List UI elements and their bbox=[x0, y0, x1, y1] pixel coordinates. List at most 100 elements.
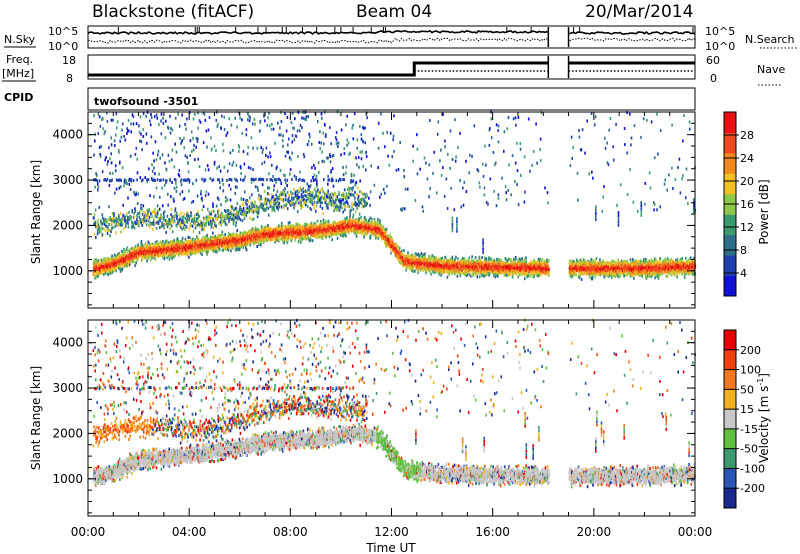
rti-cell bbox=[97, 223, 100, 227]
rti-cell bbox=[94, 262, 97, 266]
rti-cell bbox=[241, 219, 244, 223]
rti-cell bbox=[201, 177, 203, 181]
rti-cell bbox=[169, 114, 171, 118]
rti-cell bbox=[113, 214, 115, 218]
rti-cell bbox=[204, 244, 206, 248]
rti-cell bbox=[182, 226, 185, 230]
rti-cell bbox=[161, 216, 163, 220]
rti-cell bbox=[111, 260, 113, 264]
rti-cell bbox=[171, 230, 174, 234]
rti-cell bbox=[291, 151, 294, 155]
rti-cell bbox=[219, 220, 222, 224]
rti-cell bbox=[125, 259, 128, 262]
rti-cell bbox=[204, 118, 207, 122]
rti-cell bbox=[182, 215, 185, 219]
rti-cell bbox=[143, 251, 146, 255]
rti-cell bbox=[115, 223, 118, 227]
rti-cell bbox=[182, 246, 185, 250]
rti-cell bbox=[133, 215, 136, 219]
rti-cell bbox=[103, 268, 105, 271]
rti-cell bbox=[315, 174, 318, 178]
rti-cell bbox=[214, 217, 217, 221]
rti-cell bbox=[130, 178, 133, 182]
rti-cell bbox=[128, 182, 131, 186]
rti-cell bbox=[204, 240, 206, 244]
rti-cell bbox=[195, 145, 197, 149]
rti-cell bbox=[271, 179, 274, 183]
rti-cell bbox=[92, 261, 95, 265]
rti-cell bbox=[138, 224, 140, 228]
rti-cell bbox=[153, 253, 155, 257]
rti-cell bbox=[185, 243, 187, 247]
rti-cell bbox=[282, 198, 285, 202]
rti-cell bbox=[154, 214, 156, 218]
rti-cell bbox=[272, 230, 275, 234]
rti-cell bbox=[285, 194, 287, 198]
rti-cell bbox=[105, 224, 107, 228]
rti-cell bbox=[108, 205, 110, 209]
rti-cell bbox=[111, 212, 114, 216]
rti-cell bbox=[112, 270, 114, 274]
rti-cell bbox=[159, 195, 161, 199]
rti-cell bbox=[177, 218, 179, 222]
rti-cell bbox=[158, 218, 160, 221]
rti-cell bbox=[153, 246, 156, 250]
rti-cell bbox=[215, 240, 218, 243]
rti-cell bbox=[300, 238, 302, 242]
rti-cell bbox=[286, 184, 288, 188]
rti-cell bbox=[176, 216, 178, 220]
rti-cell bbox=[356, 192, 358, 196]
rti-cell bbox=[188, 241, 190, 245]
rti-cell bbox=[198, 240, 201, 244]
rti-cell bbox=[221, 216, 224, 220]
rti-cell bbox=[221, 233, 224, 236]
rti-cell bbox=[96, 224, 98, 228]
rti-cell bbox=[226, 244, 229, 248]
rti-cell bbox=[145, 219, 148, 223]
rti-cell bbox=[158, 123, 160, 127]
beam-title: Beam 04 bbox=[356, 2, 432, 22]
rti-cell bbox=[323, 142, 325, 146]
rti-cell bbox=[163, 226, 165, 230]
rti-cell bbox=[212, 240, 214, 243]
rti-cell bbox=[115, 263, 117, 267]
rti-cell bbox=[265, 146, 268, 150]
rti-cell bbox=[105, 264, 107, 268]
rti-cell bbox=[273, 184, 276, 188]
rti-cell bbox=[162, 255, 164, 259]
rti-cell bbox=[111, 254, 113, 258]
rti-cell bbox=[104, 228, 107, 232]
rti-cell bbox=[184, 250, 187, 254]
rti-cell bbox=[233, 241, 236, 245]
rti-cell bbox=[275, 193, 277, 197]
rti-cell bbox=[212, 209, 215, 213]
rti-cell bbox=[108, 218, 111, 222]
rti-cell bbox=[120, 135, 123, 139]
rti-cell bbox=[218, 209, 220, 212]
rti-cell bbox=[311, 239, 314, 243]
rti-cell bbox=[164, 250, 166, 254]
rti-cell bbox=[146, 180, 148, 184]
rti-cell bbox=[211, 247, 214, 250]
rti-cell bbox=[311, 193, 313, 197]
rti-cell bbox=[163, 255, 166, 259]
rti-cell bbox=[187, 214, 190, 218]
rti-cell bbox=[193, 221, 195, 225]
rti-cell bbox=[98, 145, 101, 149]
rti-cell bbox=[231, 163, 234, 167]
rti-cell bbox=[230, 235, 233, 239]
rti-cell bbox=[228, 232, 230, 236]
rti-cell bbox=[261, 183, 264, 187]
rti-cell bbox=[267, 116, 269, 120]
rti-cell bbox=[159, 219, 161, 223]
rti-cell bbox=[274, 228, 277, 232]
rti-cell bbox=[142, 247, 145, 251]
rti-cell bbox=[137, 248, 139, 252]
rti-cell bbox=[202, 111, 205, 115]
rti-cell bbox=[185, 179, 187, 182]
rti-cell bbox=[123, 219, 126, 223]
rti-cell bbox=[118, 178, 120, 182]
rti-cell bbox=[217, 210, 219, 214]
rti-cell bbox=[225, 217, 227, 220]
rti-cell bbox=[178, 247, 180, 251]
